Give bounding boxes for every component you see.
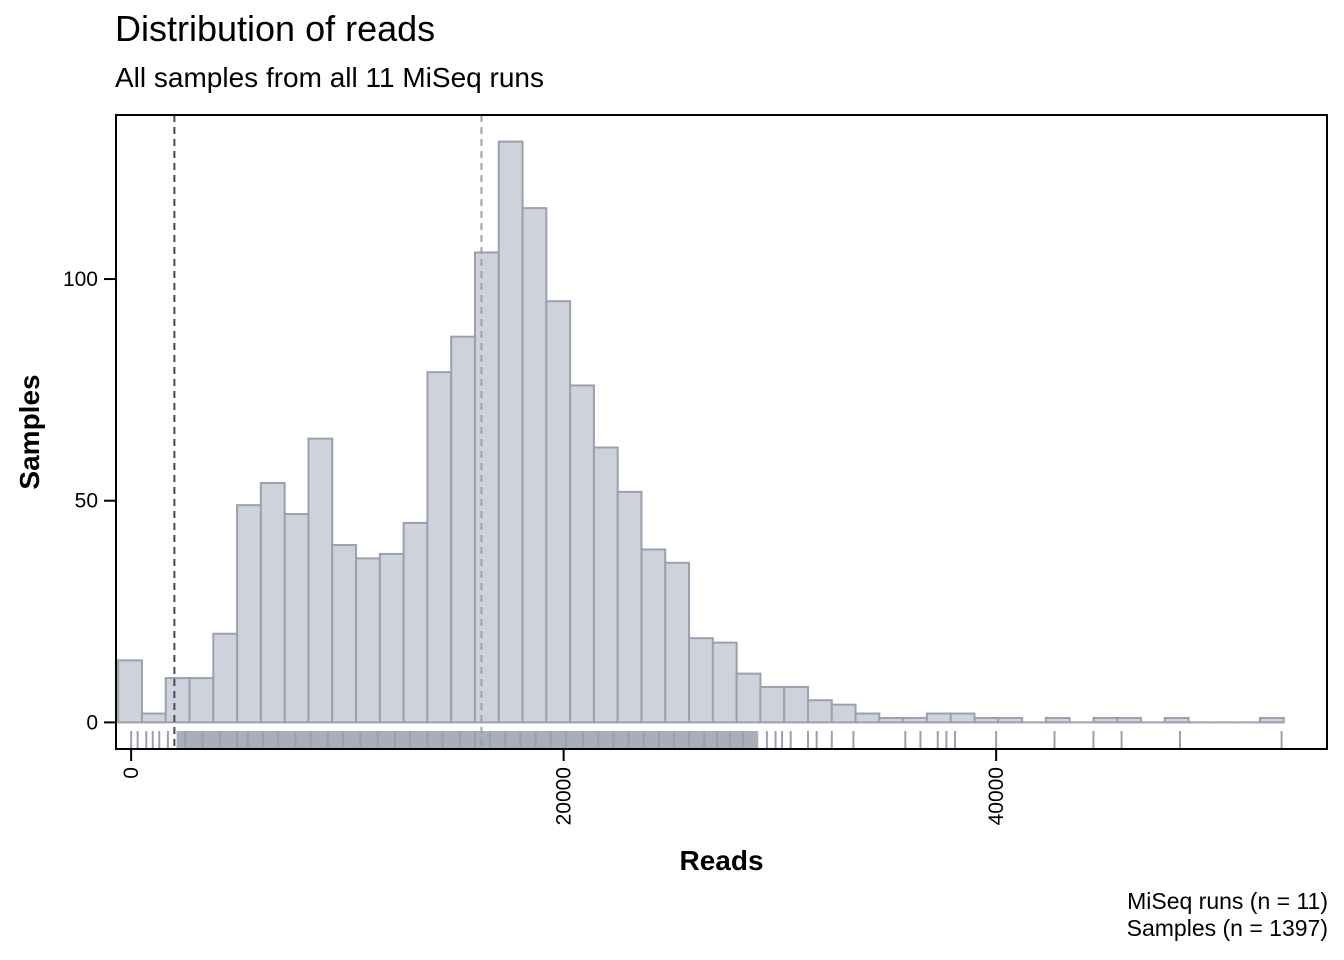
histogram-bar — [592, 446, 619, 724]
histogram-bar — [545, 300, 572, 724]
caption-runs: MiSeq runs (n = 11) — [1127, 888, 1328, 914]
histogram-bar — [616, 490, 643, 724]
histogram-bar — [949, 712, 976, 724]
x-tick-label: 0 — [120, 767, 143, 779]
histogram-bar — [378, 552, 405, 724]
histogram-bar — [497, 140, 524, 724]
histogram-bar — [902, 716, 928, 724]
histogram-bar — [236, 504, 262, 724]
histogram-bar — [1092, 716, 1119, 724]
histogram-bar — [426, 371, 453, 724]
y-tick-label: 0 — [86, 711, 98, 734]
histogram-bar — [140, 712, 167, 724]
histogram-bar — [355, 557, 381, 724]
histogram-bar — [117, 659, 143, 724]
caption: MiSeq runs (n = 11) Samples (n = 1397) — [1127, 888, 1328, 942]
histogram-bar — [164, 677, 191, 724]
y-tick-label: 50 — [75, 490, 98, 513]
histogram-bar — [711, 641, 738, 724]
axes-layer: 0 50 100 0 20000 40000 Reads Samples — [14, 268, 1008, 876]
histogram-bar — [1258, 716, 1285, 724]
histogram-bar — [569, 384, 595, 724]
histogram-bar — [878, 716, 905, 724]
histogram-bar — [402, 521, 429, 724]
histogram-bar — [331, 544, 358, 724]
bars-layer — [117, 140, 1285, 724]
histogram-bar — [664, 561, 691, 724]
histogram-bar — [521, 207, 548, 724]
histogram-bar — [807, 699, 833, 724]
x-axis-title: Reads — [679, 845, 763, 876]
histogram-bar — [735, 672, 762, 724]
histogram-bar — [188, 677, 215, 724]
chart-title: Distribution of reads — [115, 8, 436, 49]
histogram-bar — [307, 437, 334, 724]
histogram-bar — [640, 548, 667, 724]
histogram-bar — [473, 251, 500, 724]
histogram-bar — [759, 685, 786, 724]
histogram-bar — [830, 703, 857, 724]
panel-border — [115, 114, 1328, 750]
histogram-bar — [854, 712, 881, 724]
chart-subtitle: All samples from all 11 MiSeq runs — [115, 62, 544, 93]
histogram-bar — [997, 716, 1024, 724]
y-tick-label: 100 — [63, 268, 98, 291]
histogram-bar — [1044, 716, 1071, 724]
x-tick-label: 40000 — [985, 767, 1008, 825]
histogram-bar — [1116, 716, 1143, 724]
y-axis-title: Samples — [14, 374, 45, 489]
histogram-bar — [973, 716, 1000, 724]
histogram-bar — [925, 712, 952, 724]
x-tick-label: 20000 — [553, 767, 576, 825]
caption-samples: Samples (n = 1397) — [1126, 915, 1328, 941]
histogram-bar — [450, 335, 476, 724]
histogram-bar — [259, 481, 286, 724]
histogram-bar — [688, 637, 714, 724]
rug-layer — [130, 731, 1283, 749]
histogram-bar — [283, 513, 310, 724]
histogram-bar — [212, 632, 239, 724]
reference-lines-layer — [173, 115, 483, 749]
histogram-bar — [783, 685, 810, 724]
histogram-bar — [1163, 716, 1190, 724]
